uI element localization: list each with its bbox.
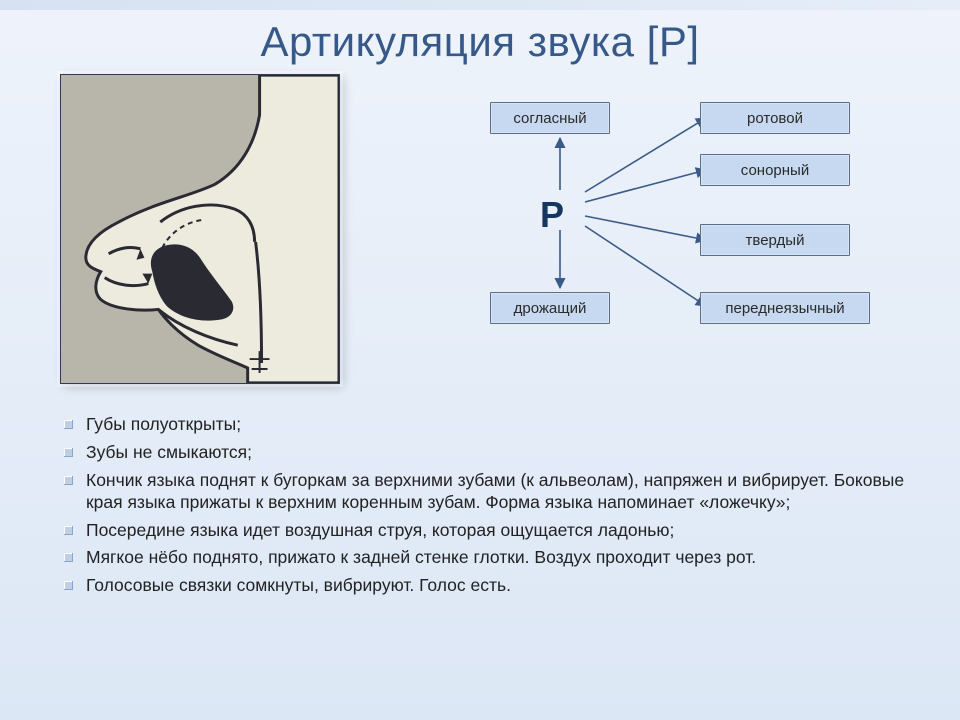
list-item: Зубы не смыкаются; [64, 442, 910, 464]
articulation-profile [60, 74, 340, 384]
list-item: Губы полуоткрыты; [64, 414, 910, 436]
upper-row: Р согласный дрожащий ротовой сонорный тв… [0, 74, 960, 394]
slide-root: Артикуляция звука [Р] [0, 0, 960, 720]
description-list: Губы полуоткрыты; Зубы не смыкаются; Кон… [0, 394, 960, 597]
list-item: Посередине языка идет воздушная струя, к… [64, 520, 910, 542]
box-hard: твердый [700, 224, 850, 256]
box-frontlingual: переднеязычный [700, 292, 870, 324]
profile-svg [61, 75, 339, 383]
feature-diagram: Р согласный дрожащий ротовой сонорный тв… [370, 74, 910, 374]
box-sonorant: сонорный [700, 154, 850, 186]
list-item: Голосовые связки сомкнуты, вибрируют. Го… [64, 575, 910, 597]
list-item: Мягкое нёбо поднято, прижато к задней ст… [64, 547, 910, 569]
box-consonant: согласный [490, 102, 610, 134]
box-oral: ротовой [700, 102, 850, 134]
box-trill: дрожащий [490, 292, 610, 324]
center-letter: Р [540, 194, 564, 236]
list-item: Кончик языка поднят к бугоркам за верхни… [64, 470, 910, 514]
page-title: Артикуляция звука [Р] [0, 0, 960, 74]
